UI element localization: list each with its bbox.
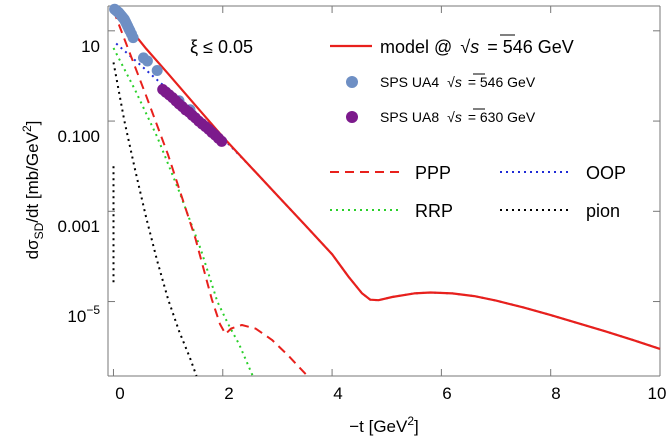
y-tick-label-4-base: 10 [67,307,86,326]
legend-oop-label: OOP [586,163,626,183]
legend-ua4-root: √ [447,74,455,90]
legend: model @ √s = 546 GeV SPS UA4 √s = 546 GeV SP… [330,34,626,221]
plot-frame [107,5,661,377]
y-axis-label-sup: 2 [20,125,34,132]
y-tick-label-1: 10 [81,37,100,56]
legend-ua4-label: SPS UA4 [380,74,439,90]
y-axis-label: dσSD/dt [mb/GeV2] [20,121,46,260]
legend-ua8-root: √ [447,109,455,125]
legend-pion-label: pion [586,201,620,221]
legend-ua8-text: SPS UA8 √s = 630 GeV [380,109,536,125]
data-point-ua8 [216,135,228,147]
legend-rrp-label: RRP [415,201,453,221]
legend-ua8-marker [346,111,358,123]
x-axis-label-sup: 2 [407,414,414,428]
x-tick-label-0: 0 [115,384,124,403]
legend-model-root: √ [460,37,470,57]
series-line-model [112,7,661,350]
legend-ppp-label: PPP [415,163,451,183]
series-layer [112,7,661,377]
y-tick-label-4: 10−5 [67,303,100,326]
y-tick-label-4-exp: −5 [86,303,100,317]
y-tick-label-2: 0.100 [57,127,100,146]
legend-ua4-marker [346,76,358,88]
xi-annotation: ξ ≤ 0.05 [190,37,253,57]
legend-model-value: = 546 GeV [487,37,574,57]
legend-model-text: model @ √s = 546 GeV [380,37,574,57]
y-axis-label-sub: SD [32,222,46,239]
x-tick-label-10: 10 [648,384,666,403]
legend-ua8-s: s [455,109,462,125]
y-axis-label-mid: /dt [mb/GeV [23,131,42,222]
y-tick-label-3: 0.001 [57,217,100,236]
legend-ua4-text: SPS UA4 √s = 546 GeV [380,74,536,90]
legend-model-label: model @ [380,37,452,57]
legend-ua8-value: = 630 GeV [468,109,536,125]
data-point-ua4 [151,65,163,76]
legend-ua8-label: SPS UA8 [380,109,439,125]
x-tick-label-8: 8 [551,384,560,403]
x-tick-label-4: 4 [333,384,342,403]
data-point-ua4 [141,55,153,67]
marker-layer [109,3,228,147]
y-axis-label-tail: ] [23,121,42,126]
series-line-ppp [112,10,309,377]
legend-ua4-value: = 546 GeV [468,74,536,90]
x-axis-label: −t [GeV2] [349,414,419,436]
x-tick-label-6: 6 [442,384,451,403]
legend-ua4-s: s [455,74,462,90]
legend-model-s: s [470,37,479,57]
x-axis-label-main: −t [GeV [349,417,408,436]
x-axis-label-tail: ] [414,417,419,436]
x-tick-label-2: 2 [224,384,233,403]
data-point-ua4 [127,32,139,44]
y-axis-label-pre: dσ [23,239,42,259]
axis-ticks [108,6,661,376]
